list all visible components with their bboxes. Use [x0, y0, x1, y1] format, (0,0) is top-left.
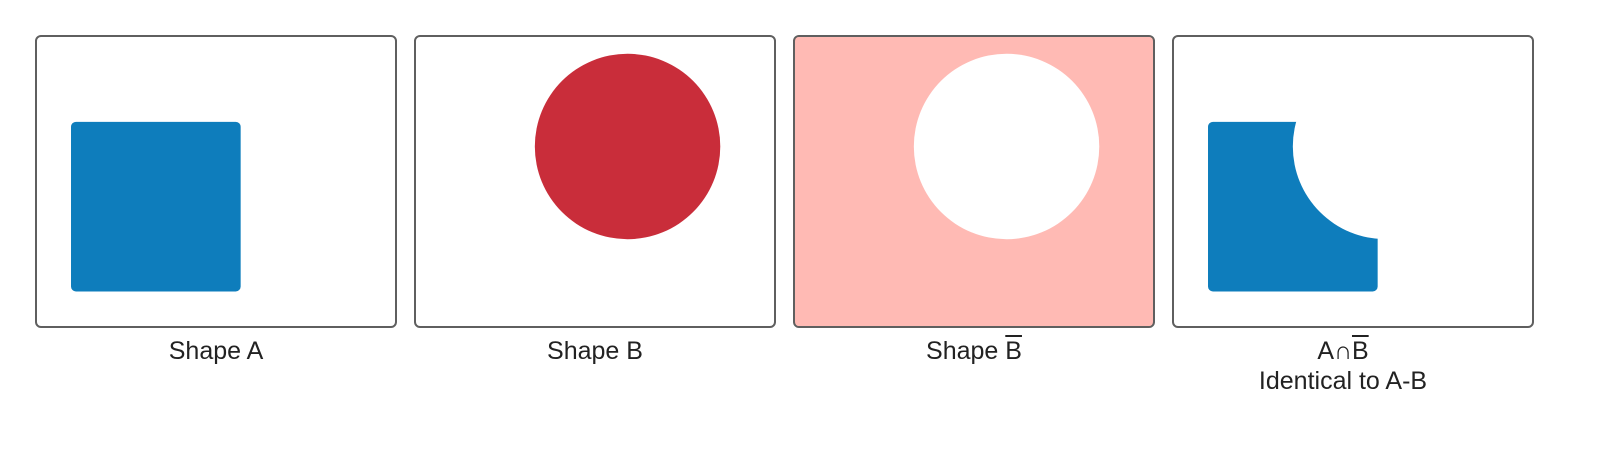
shape-a-square: [71, 121, 241, 292]
shape-b-complement-canvas: [795, 37, 1153, 326]
caption-complement-bar: B: [1005, 337, 1022, 365]
complement-b-hole: [913, 53, 1100, 240]
caption-shape-a-text: Shape A: [168, 337, 264, 365]
caption-intersect-prefix: A∩: [1317, 337, 1352, 365]
caption-intersect-bar: B: [1351, 337, 1369, 365]
panel-shape-b: [414, 35, 776, 328]
panel-shape-b-complement: [793, 35, 1155, 328]
a-intersect-not-b-canvas: [1208, 121, 1378, 292]
a-minus-b-shape: [1208, 121, 1378, 292]
shape-a-canvas: [71, 121, 241, 292]
shape-b-canvas: [534, 53, 721, 240]
caption-complement-prefix: Shape: [926, 337, 1006, 365]
panel-a-intersect-not-b: [1172, 35, 1534, 328]
caption-identical-note: Identical to A-B: [1258, 367, 1428, 395]
panel-shape-a: [35, 35, 397, 328]
caption-shape-a: Shape A: [35, 336, 397, 366]
shape-b-circle: [534, 53, 721, 240]
caption-a-intersect-not-b: A∩B Identical to A-B: [1162, 336, 1524, 396]
caption-shape-b-complement: Shape B: [793, 336, 1155, 366]
caption-shape-b-text: Shape B: [547, 337, 643, 365]
caption-shape-b: Shape B: [414, 336, 776, 366]
